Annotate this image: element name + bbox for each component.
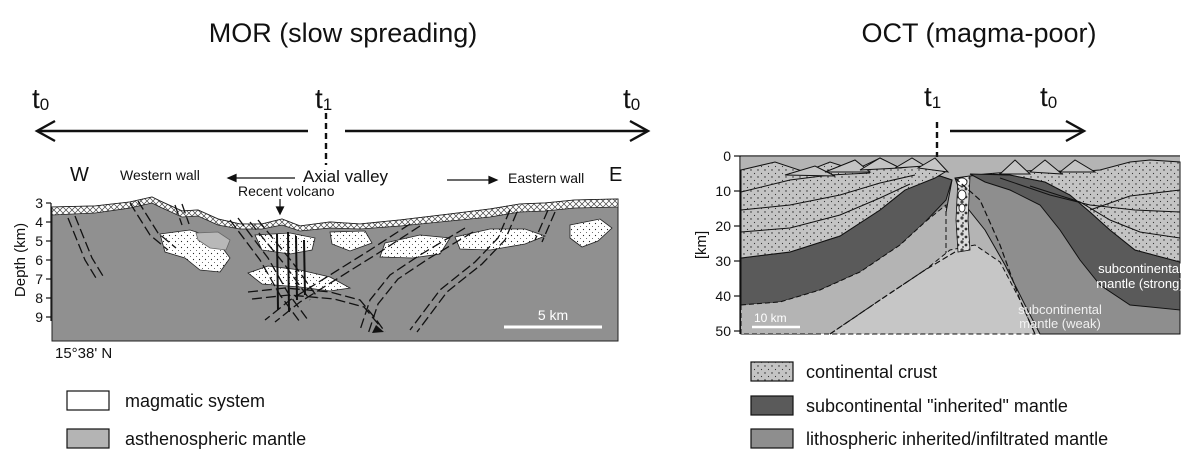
oct-crust-right-dots (985, 160, 1180, 262)
mor-time-right: t0 (623, 83, 640, 114)
legend-swatch-magmatic (66, 390, 110, 411)
oct-tilted-blocks (784, 157, 1097, 177)
oct-depth-tick: 30 (715, 253, 731, 269)
mor-asthenosphere-lens (195, 231, 231, 251)
oct-axis-label: [km] (693, 231, 710, 259)
mor-depth-tick: 3 (35, 195, 43, 211)
western-wall-label: Western wall (120, 167, 200, 183)
mor-time-left: t0 (32, 83, 49, 114)
oct-scale-bar-label: 10 km (754, 311, 787, 325)
mor-depth-tick: 4 (35, 214, 43, 230)
west-label: W (70, 164, 89, 186)
oct-crust-left-layers (740, 172, 916, 233)
oct-depth-tick: 40 (715, 288, 731, 304)
mantle-strong-label-2: mantle (strong) (1096, 276, 1183, 291)
legend-label-infiltrated-mantle: lithospheric inherited/infiltrated mantl… (806, 429, 1108, 449)
mor-depth-tick: 9 (35, 309, 43, 325)
mor-depth-axis: 3 4 5 6 7 8 9 (35, 195, 52, 325)
oct-rubble-column (955, 175, 971, 253)
mor-depth-axis-label: Depth (km) (12, 223, 29, 297)
mor-depth-tick: 8 (35, 290, 43, 306)
oct-depth-axis: 0 10 20 30 40 50 (715, 148, 741, 339)
mor-label-arrows (226, 173, 499, 216)
mor-dikes (276, 231, 306, 313)
mor-depth-tick: 7 (35, 271, 43, 287)
legend-label-continental-crust: continental crust (806, 362, 937, 382)
recent-volcano-label: Recent volcano (238, 183, 335, 199)
oct-panel: OCT (magma-poor) t1 t0 [km] 0 10 20 30 4… (693, 18, 1184, 339)
mantle-strong-label-1: subcontinental (1098, 261, 1182, 276)
mor-title: MOR (slow spreading) (209, 18, 478, 48)
latitude-label: 15°38' N (55, 345, 112, 362)
axial-valley-label: Axial valley (303, 167, 389, 186)
oct-depth-tick: 20 (715, 218, 731, 234)
oct-depth-tick: 0 (723, 148, 731, 164)
legend-label-magmatic: magmatic system (125, 391, 265, 411)
oct-crust-left-dots (741, 158, 945, 258)
mor-depth-tick: 6 (35, 252, 43, 268)
legend-left: magmatic system asthenospheric mantle (66, 390, 306, 449)
mor-spreading-arrow (34, 119, 651, 143)
oct-dashed-boundaries (829, 177, 1036, 335)
mor-cross-section (51, 196, 619, 342)
eastern-wall-label: Eastern wall (508, 170, 584, 186)
oct-title: OCT (magma-poor) (861, 18, 1096, 48)
oct-rubble-ovals (956, 177, 968, 213)
legend-label-asthenospheric: asthenospheric mantle (125, 429, 306, 449)
mor-seafloor-layer (51, 196, 619, 232)
mantle-weak-label-2: mantle (weak) (1019, 316, 1101, 331)
mor-time-center: t1 (315, 83, 332, 114)
legend-swatch-infiltrated-mantle (750, 428, 794, 449)
mor-fault-arrow (372, 325, 384, 333)
east-label: E (609, 164, 622, 186)
oct-time-right: t0 (1040, 81, 1057, 112)
mor-panel: MOR (slow spreading) t0 t1 t0 W E Wester… (12, 18, 651, 362)
oct-exhumed-mantle-dome (828, 244, 1036, 335)
legend-right: continental crust subcontinental "inheri… (750, 361, 1108, 449)
mor-magmatic-bodies (159, 218, 613, 292)
legend-label-inherited-mantle: subcontinental "inherited" mantle (806, 396, 1068, 416)
oct-spreading-arrow (950, 119, 1087, 143)
mor-scale-bar-label: 5 km (538, 307, 568, 323)
oct-depth-tick: 10 (715, 183, 731, 199)
oct-depth-tick: 50 (715, 323, 731, 339)
legend-swatch-inherited-mantle (750, 395, 794, 416)
oct-crust-right-layers (999, 177, 1181, 239)
oct-time-left: t1 (924, 81, 941, 112)
mantle-weak-label-1: subcontinental (1018, 302, 1102, 317)
mor-depth-tick: 5 (35, 233, 43, 249)
legend-swatch-continental-crust-dots (751, 362, 793, 381)
legend-swatch-asthenospheric (66, 428, 110, 449)
